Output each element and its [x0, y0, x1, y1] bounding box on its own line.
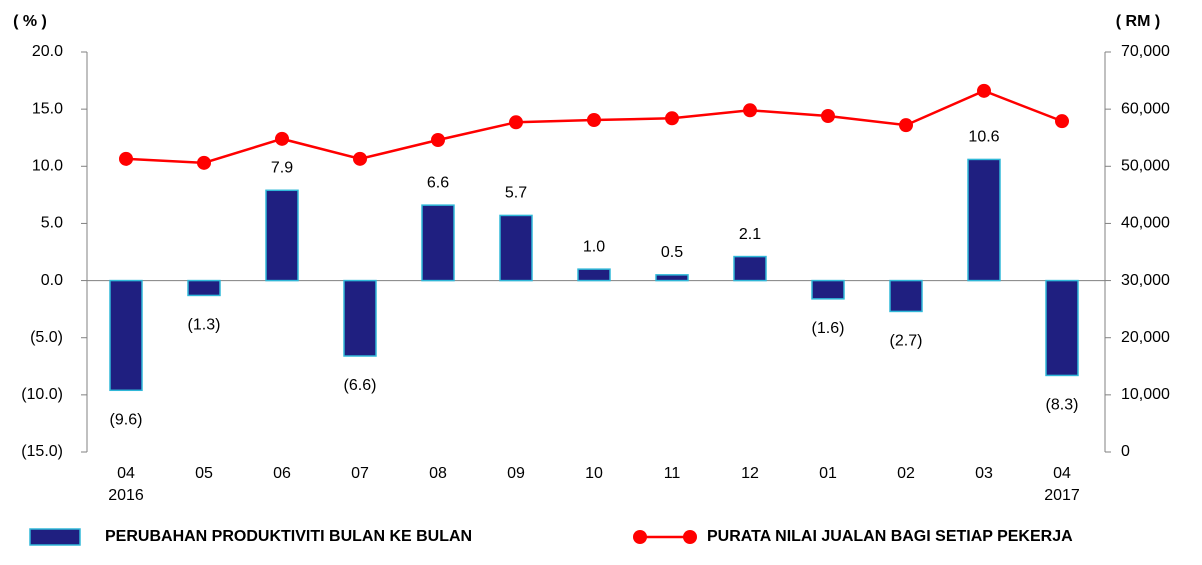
y2-tick-label: 30,000: [1121, 272, 1170, 289]
x-tick-line: 01: [819, 465, 837, 482]
line-marker: [509, 115, 523, 130]
x-tick-label: 04 2016: [108, 465, 144, 504]
x-tick-label: 06: [273, 465, 291, 482]
bar: [499, 214, 533, 282]
y-tick-label: 5.0: [41, 215, 63, 232]
bar-value-label: 10.6: [968, 129, 999, 146]
x-tick-line: 04: [1053, 465, 1071, 482]
bar: [187, 279, 221, 297]
x-tick-line: 05: [195, 465, 213, 482]
bar: [265, 189, 299, 282]
y2-tick-label: 40,000: [1121, 215, 1170, 232]
x-tick-label: 08: [429, 465, 447, 482]
x-tick-line: 02: [897, 465, 915, 482]
y2-tick-label: 0: [1121, 443, 1130, 460]
y-tick-label: 10.0: [32, 158, 63, 175]
y-tick-label: (15.0): [21, 443, 63, 460]
legend-label: PURATA NILAI JUALAN BAGI SETIAP PEKERJA: [707, 528, 1073, 545]
x-tick-line: 03: [975, 465, 993, 482]
line-marker: [197, 155, 211, 170]
bar-value-label: (1.6): [812, 320, 845, 337]
y2-axis-label: ( RM ): [1116, 13, 1160, 30]
y2-tick-label: 70,000: [1121, 43, 1170, 60]
line-marker: [587, 113, 601, 127]
x-tick-label: 03: [975, 465, 993, 482]
bar: [811, 279, 845, 300]
legend-label: PERUBAHAN PRODUKTIVITI BULAN KE BULAN: [105, 528, 472, 545]
x-tick-line: 07: [351, 465, 369, 482]
x-tick-label: 04 2017: [1044, 465, 1080, 504]
line-marker: [431, 133, 445, 147]
x-tick-line: 04: [117, 465, 135, 482]
line-marker: [119, 151, 133, 166]
bar: [655, 274, 689, 282]
y-tick-label: 15.0: [32, 100, 63, 117]
line-marker: [1055, 114, 1069, 129]
x-tick-label: 07: [351, 465, 369, 482]
y2-tick-label: 20,000: [1121, 329, 1170, 346]
x-tick-label: 02: [897, 465, 915, 482]
line-marker: [977, 83, 991, 98]
x-tick-label: 05: [195, 465, 213, 482]
bar-value-label: 0.5: [661, 244, 683, 261]
bar-value-label: 1.0: [583, 238, 605, 255]
bar-value-label: (9.6): [110, 412, 143, 429]
bar-value-label: 5.7: [505, 185, 527, 202]
x-tick-line: 06: [273, 465, 291, 482]
x-tick-label: 09: [507, 465, 525, 482]
y2-tick-label: 10,000: [1121, 386, 1170, 403]
y-tick-label: (5.0): [30, 329, 63, 346]
legend-marker: [683, 530, 697, 544]
x-tick-label: 12: [741, 465, 759, 482]
bar-value-label: (2.7): [890, 333, 923, 350]
y-tick-label: (10.0): [21, 386, 63, 403]
bar-value-label: 7.9: [271, 160, 293, 177]
x-tick-line: 11: [664, 465, 681, 482]
bar: [1045, 279, 1079, 377]
bar-value-label: (1.3): [188, 317, 221, 334]
x-tick-label: 01: [819, 465, 837, 482]
bar: [967, 158, 1001, 282]
y-tick-label: 0.0: [41, 272, 63, 289]
legend-swatch: [29, 528, 81, 546]
line-marker: [665, 111, 679, 126]
bar: [421, 204, 455, 282]
x-tick-line: 09: [507, 465, 525, 482]
line-marker: [275, 131, 289, 146]
line-marker: [821, 109, 835, 123]
bar: [889, 279, 923, 313]
line-marker: [353, 151, 367, 166]
x-tick-line: 08: [429, 465, 447, 482]
bar-value-label: 2.1: [739, 226, 761, 243]
legend-marker: [633, 530, 647, 544]
line-marker: [899, 118, 913, 133]
bar-value-label: 6.6: [427, 174, 449, 191]
bar: [109, 279, 143, 392]
y2-tick-label: 50,000: [1121, 158, 1170, 175]
x-tick-label: 11: [664, 465, 681, 482]
x-tick-line: 2017: [1044, 487, 1080, 504]
x-tick-label: 10: [585, 465, 603, 482]
bar-value-label: (8.3): [1046, 397, 1079, 414]
line-marker: [743, 103, 757, 118]
bar: [343, 279, 377, 357]
x-tick-line: 10: [585, 465, 603, 482]
x-tick-line: 2016: [108, 487, 144, 504]
y-tick-label: 20.0: [32, 43, 63, 60]
bar: [733, 255, 767, 282]
bar: [577, 268, 611, 282]
y2-tick-label: 60,000: [1121, 100, 1170, 117]
bar-value-label: (6.6): [344, 377, 377, 394]
x-tick-line: 12: [741, 465, 759, 482]
y-axis-label: ( % ): [13, 13, 47, 30]
